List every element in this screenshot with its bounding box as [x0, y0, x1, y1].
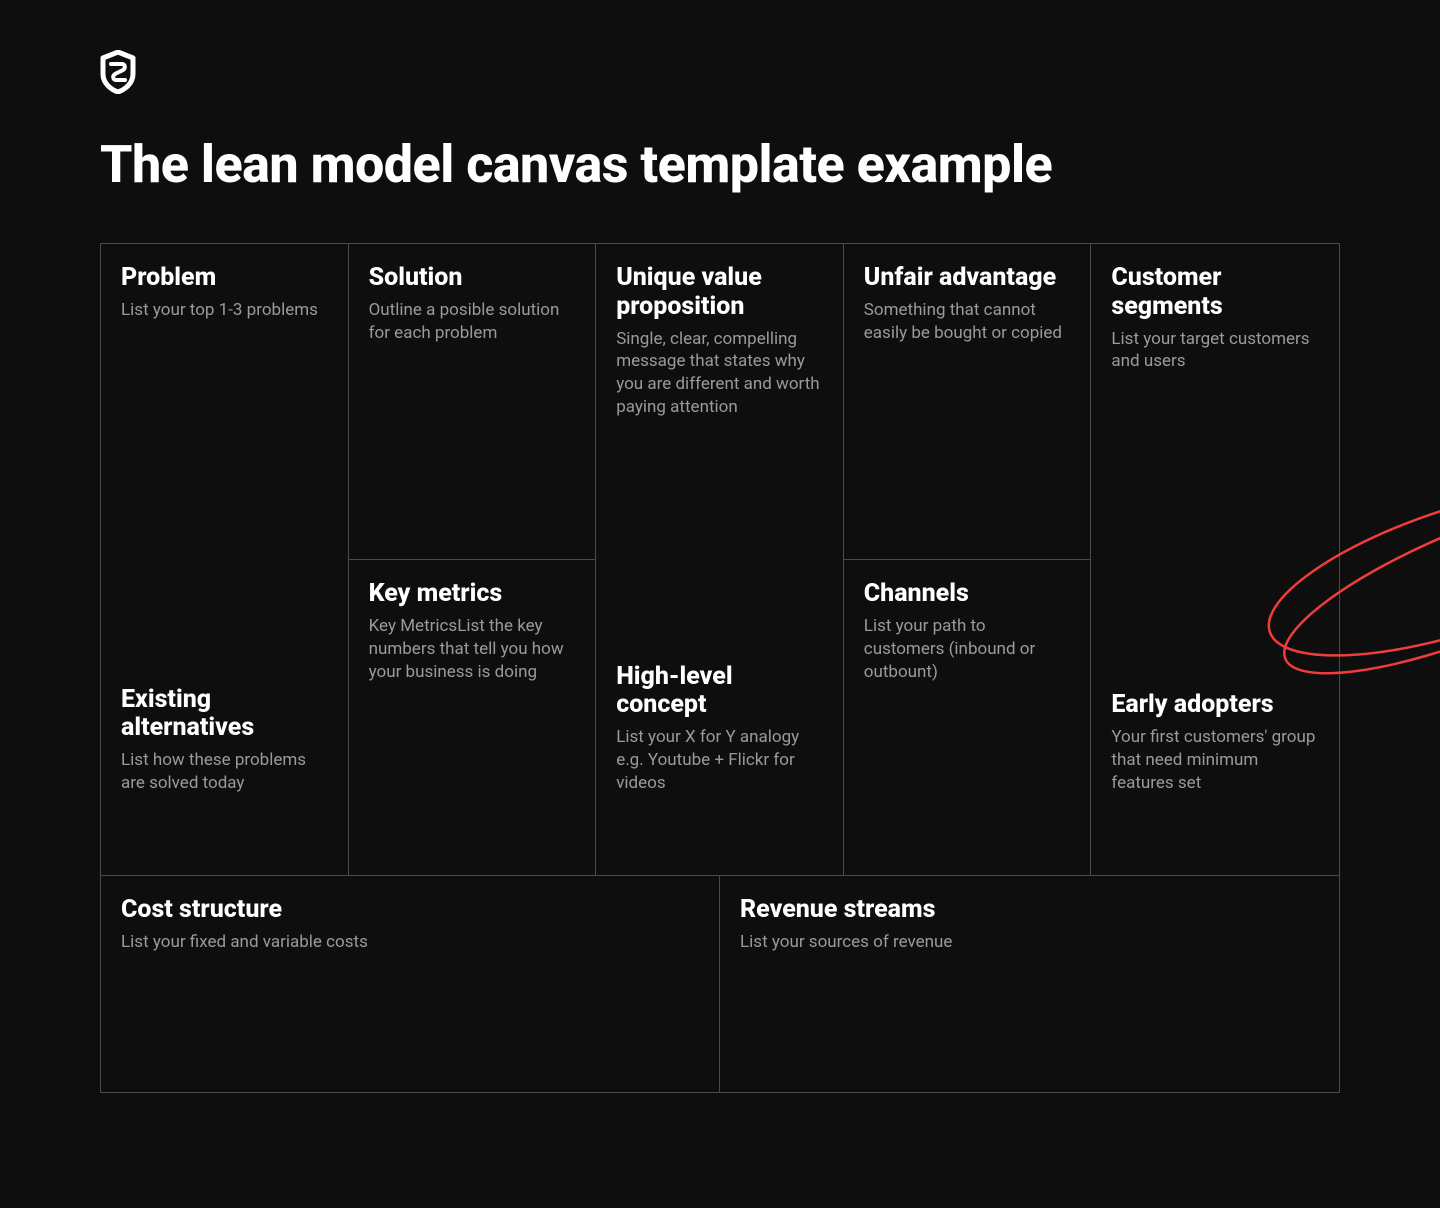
- block-solution: Solution Outline a posible solution for …: [349, 244, 597, 560]
- block-revenue-streams: Revenue streams List your sources of rev…: [720, 876, 1339, 1092]
- block-desc-metrics: Key MetricsList the key numbers that tel…: [369, 615, 576, 684]
- block-desc-unfair: Something that cannot easily be bought o…: [864, 299, 1071, 345]
- block-title-problem: Problem: [121, 264, 328, 293]
- canvas-top-grid: Problem List your top 1-3 problems Exist…: [101, 244, 1339, 876]
- block-desc-segments: List your target customers and users: [1111, 328, 1319, 374]
- block-desc-cost: List your fixed and variable costs: [121, 931, 699, 954]
- subblock-desc-alternatives: List how these problems are solved today: [121, 749, 328, 795]
- subblock-high-level-concept: High-level concept List your X for Y ana…: [616, 647, 823, 795]
- block-title-solution: Solution: [369, 264, 576, 293]
- block-key-metrics: Key metrics Key MetricsList the key numb…: [349, 560, 597, 876]
- shield-logo-icon: [100, 50, 136, 94]
- block-cost-structure: Cost structure List your fixed and varia…: [101, 876, 720, 1092]
- subblock-title-adopters: Early adopters: [1111, 691, 1319, 720]
- page-title: The lean model canvas template example: [100, 134, 1340, 195]
- block-title-cost: Cost structure: [121, 896, 699, 925]
- block-title-metrics: Key metrics: [369, 580, 576, 609]
- page-root: The lean model canvas template example P…: [0, 0, 1440, 1208]
- block-channels: Channels List your path to customers (in…: [844, 560, 1092, 876]
- subblock-desc-adopters: Your first customers' group that need mi…: [1111, 726, 1319, 795]
- block-title-unfair: Unfair advantage: [864, 264, 1071, 293]
- subblock-title-concept: High-level concept: [616, 663, 823, 721]
- block-desc-solution: Outline a posible solution for each prob…: [369, 299, 576, 345]
- subblock-desc-concept: List your X for Y analogy e.g. Youtube +…: [616, 726, 823, 795]
- block-unfair-advantage: Unfair advantage Something that cannot e…: [844, 244, 1092, 560]
- block-desc-revenue: List your sources of revenue: [740, 931, 1319, 954]
- canvas-bottom-grid: Cost structure List your fixed and varia…: [101, 876, 1339, 1092]
- brand-logo: [100, 50, 1340, 94]
- subblock-existing-alternatives: Existing alternatives List how these pro…: [121, 670, 328, 795]
- block-desc-uvp: Single, clear, compelling message that s…: [616, 328, 823, 420]
- block-problem: Problem List your top 1-3 problems Exist…: [101, 244, 349, 876]
- block-desc-problem: List your top 1-3 problems: [121, 299, 328, 322]
- subblock-early-adopters: Early adopters Your first customers' gro…: [1111, 675, 1319, 795]
- block-title-revenue: Revenue streams: [740, 896, 1319, 925]
- block-desc-channels: List your path to customers (inbound or …: [864, 615, 1071, 684]
- block-title-segments: Customer segments: [1111, 264, 1319, 322]
- block-uvp: Unique value proposition Single, clear, …: [596, 244, 844, 876]
- lean-canvas: Problem List your top 1-3 problems Exist…: [100, 243, 1340, 1093]
- block-title-channels: Channels: [864, 580, 1071, 609]
- subblock-title-alternatives: Existing alternatives: [121, 686, 328, 744]
- block-title-uvp: Unique value proposition: [616, 264, 823, 322]
- block-customer-segments: Customer segments List your target custo…: [1091, 244, 1339, 876]
